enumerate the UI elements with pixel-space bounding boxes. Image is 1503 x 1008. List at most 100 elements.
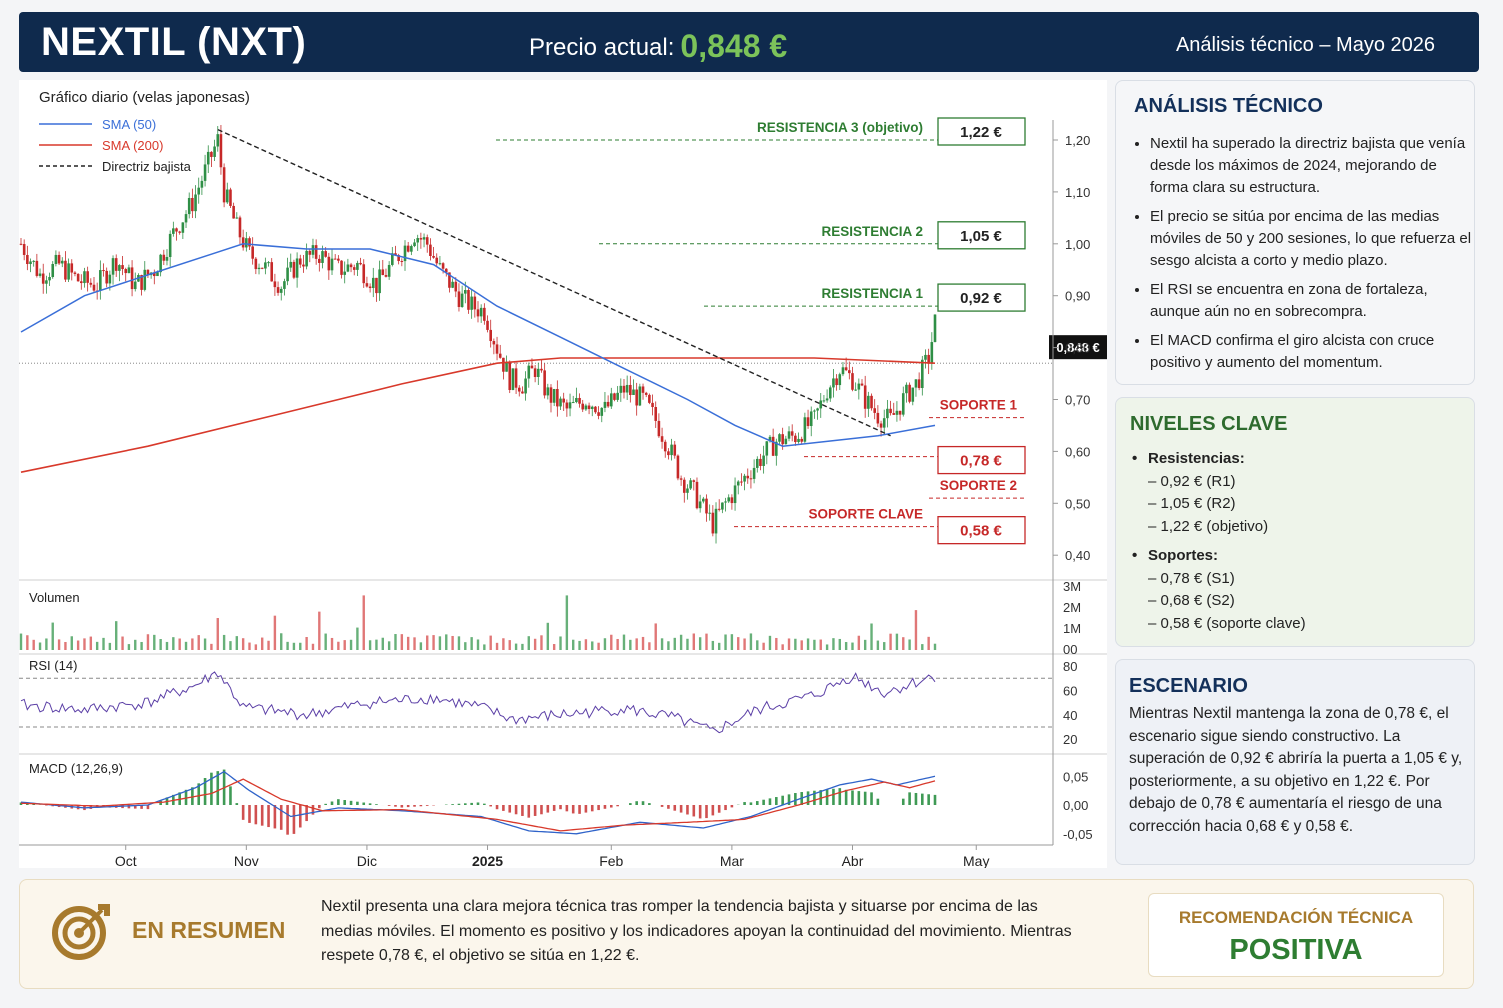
sma200-line (20, 357, 936, 473)
macd-histogram-bar (629, 803, 632, 805)
candle-body (108, 274, 112, 284)
macd-histogram-bar (521, 805, 524, 816)
sma50-line (20, 243, 936, 447)
volume-bar (851, 642, 854, 650)
volume-bar (368, 640, 372, 650)
candle-body (206, 151, 210, 165)
candle-body (857, 383, 861, 390)
volume-bar (222, 634, 226, 650)
candle-body (254, 258, 258, 270)
trendline (217, 128, 891, 437)
candle-body (79, 281, 83, 284)
macd-title: MACD (12,26,9) (29, 761, 123, 776)
macd-histogram-bar (901, 798, 905, 805)
candle-body (521, 391, 524, 394)
volume-bar (343, 640, 346, 650)
candle-body (184, 214, 188, 223)
candle-body (730, 497, 734, 504)
volume-bar (908, 639, 911, 650)
level-name: RESISTENCIA 1 (821, 286, 923, 301)
volume-bar (584, 639, 588, 650)
macd-histogram-bar (457, 803, 461, 805)
volume-bar (159, 639, 162, 650)
candle-body (229, 189, 232, 206)
macd-histogram-bar (603, 805, 607, 809)
candle-body (797, 438, 800, 443)
candle-body (22, 244, 26, 255)
volume-bar (286, 641, 289, 650)
y-tick-label: 0,60 (1065, 444, 1090, 459)
candle-body (267, 262, 270, 264)
candle-body (632, 389, 635, 395)
candle-body (657, 420, 661, 437)
candle-body (295, 258, 299, 278)
candle-body (860, 383, 864, 386)
candle-body (556, 388, 559, 407)
candle-body (35, 260, 39, 276)
macd-histogram-bar (273, 805, 277, 829)
supports-label: Soportes: (1130, 545, 1460, 568)
candle-body (191, 197, 194, 212)
candle-body (356, 262, 359, 270)
candle-body (378, 269, 381, 294)
candle-body (470, 296, 473, 310)
volume-bar (654, 623, 657, 650)
candle-body (432, 255, 435, 258)
candle-body (613, 393, 616, 400)
volume-bar (210, 643, 213, 650)
candle-body (273, 281, 277, 288)
volume-bar (38, 642, 42, 650)
y-tick-label: 0,80 (1065, 341, 1090, 356)
rsi-tick-label: 80 (1063, 659, 1077, 674)
candle-body (203, 164, 207, 181)
x-tick-label: Oct (115, 853, 137, 868)
volume-bar (178, 638, 181, 650)
candle-body (565, 402, 569, 409)
y-tick-label: 1,00 (1065, 237, 1090, 252)
volume-bar (578, 640, 581, 650)
candle-body (838, 374, 842, 386)
macd-histogram-bar (362, 802, 366, 805)
candle-body (318, 258, 321, 263)
macd-histogram-bar (451, 804, 454, 805)
volume-bar (717, 642, 721, 650)
candle-body (638, 386, 642, 406)
candle-body (654, 407, 658, 421)
macd-histogram-bar (406, 805, 410, 808)
volume-bar (711, 640, 715, 650)
macd-histogram-bar (400, 805, 404, 808)
candle-body (384, 275, 388, 277)
macd-histogram-bar (908, 792, 911, 805)
candle-body (483, 307, 486, 321)
analysis-item: Nextil ha superado la directriz bajista … (1150, 133, 1475, 199)
macd-histogram-bar (813, 790, 816, 805)
macd-histogram-bar (419, 805, 423, 807)
candle-body (682, 479, 686, 493)
macd-histogram-bar (425, 805, 429, 806)
candle-body (54, 254, 58, 265)
candle-body (241, 237, 245, 248)
analysis-title: ANÁLISIS TÉCNICO (1134, 95, 1323, 117)
macd-histogram-bar (394, 805, 397, 807)
candle-body (644, 392, 648, 395)
macd-histogram-bar (368, 803, 372, 805)
candle-body (921, 359, 924, 389)
rsi-tick-label: 40 (1063, 708, 1077, 723)
macd-histogram-bar (781, 795, 784, 805)
volume-bar (572, 639, 575, 650)
volume-bar (648, 642, 651, 650)
volume-bar (698, 637, 702, 650)
volume-bar (933, 643, 937, 650)
candle-body (686, 488, 689, 493)
level-name: SOPORTE 2 (940, 478, 1017, 493)
candle-body (114, 258, 118, 271)
volume-bar (95, 641, 99, 650)
volume-bar (483, 644, 486, 650)
macd-histogram-bar (216, 771, 220, 805)
candle-body (381, 269, 385, 276)
volume-bar (419, 642, 423, 650)
candle-body (762, 455, 765, 466)
candle-body (219, 134, 223, 168)
macd-histogram-bar (337, 799, 340, 805)
candle-body (371, 277, 375, 289)
